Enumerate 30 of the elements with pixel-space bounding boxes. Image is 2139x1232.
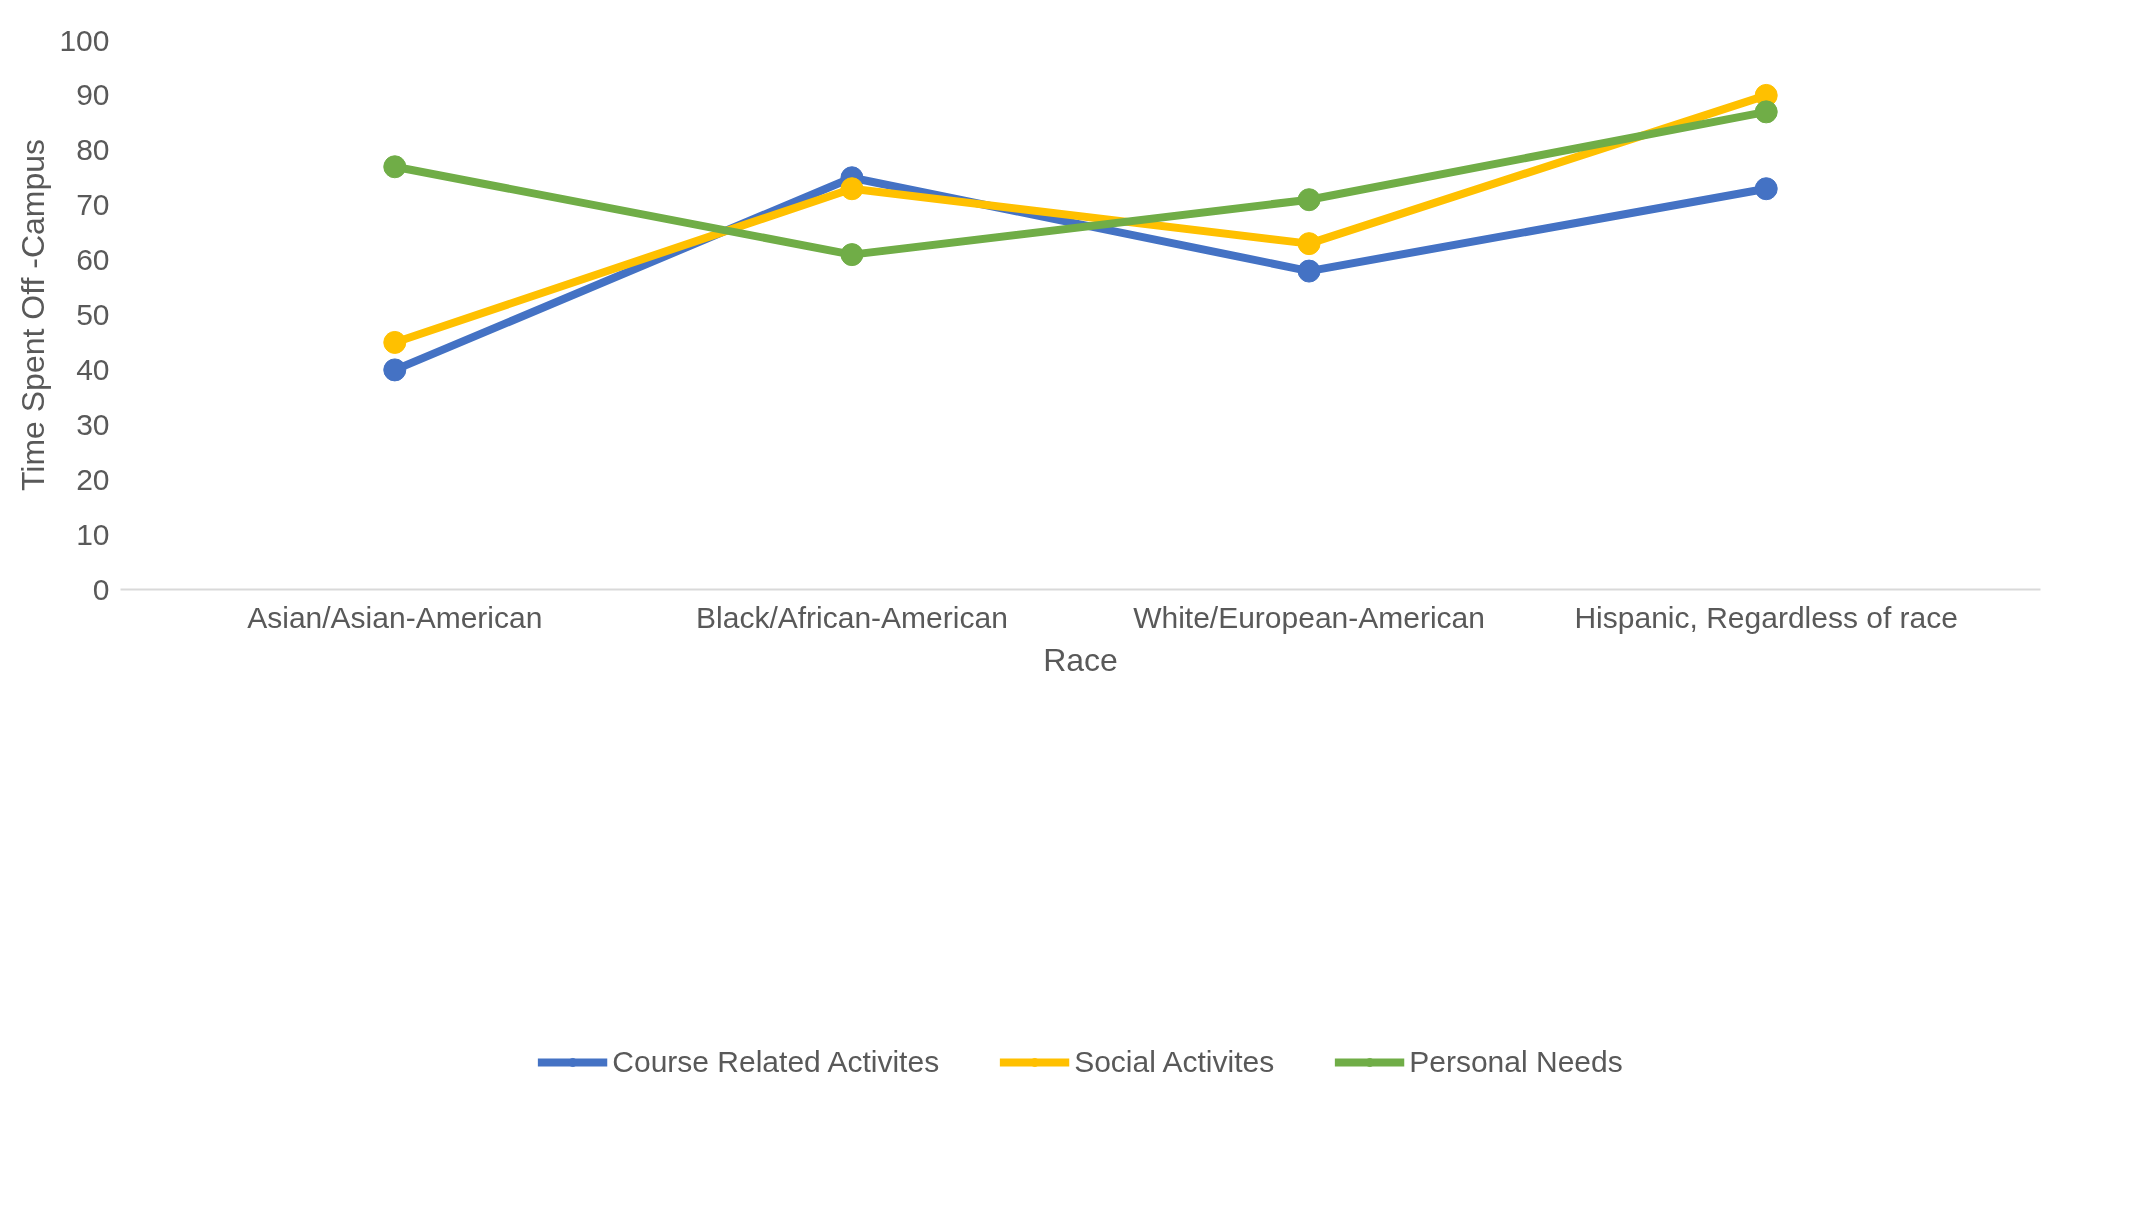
- legend-label: Social Activites: [1074, 1044, 1275, 1079]
- y-tick-label: 60: [76, 243, 110, 277]
- point: [840, 243, 864, 267]
- y-tick-label: 90: [76, 78, 110, 112]
- point: [383, 155, 407, 179]
- y-tick-label: 30: [76, 407, 110, 441]
- x-tick-label: Black/African-American: [696, 600, 1008, 634]
- y-tick-label: 10: [76, 517, 110, 551]
- point: [1754, 100, 1778, 124]
- y-tick-label: 100: [59, 23, 110, 57]
- point: [383, 330, 407, 354]
- point: [1754, 177, 1778, 201]
- y-axis-title: Time Spent Off -Campus: [15, 138, 52, 492]
- x-tick-label: White/European-American: [1133, 600, 1485, 634]
- point: [1297, 188, 1321, 212]
- y-tick-label: 20: [76, 462, 110, 496]
- point: [1297, 232, 1321, 256]
- legend-label: Personal Needs: [1409, 1044, 1623, 1079]
- y-tick-label: 70: [76, 188, 110, 222]
- x-tick-label: Hispanic, Regardless of race: [1574, 600, 1958, 634]
- point: [383, 358, 407, 382]
- point: [1297, 259, 1321, 283]
- y-tick-label: 50: [76, 298, 110, 331]
- y-tick-label: 0: [92, 572, 110, 606]
- y-tick-label: 40: [76, 352, 110, 386]
- point: [840, 177, 864, 201]
- legend-label: Course Related Activites: [612, 1044, 940, 1079]
- x-axis-title: Race: [1043, 641, 1118, 678]
- y-tick-label: 80: [76, 133, 110, 167]
- x-tick-label: Asian/Asian-American: [247, 600, 543, 634]
